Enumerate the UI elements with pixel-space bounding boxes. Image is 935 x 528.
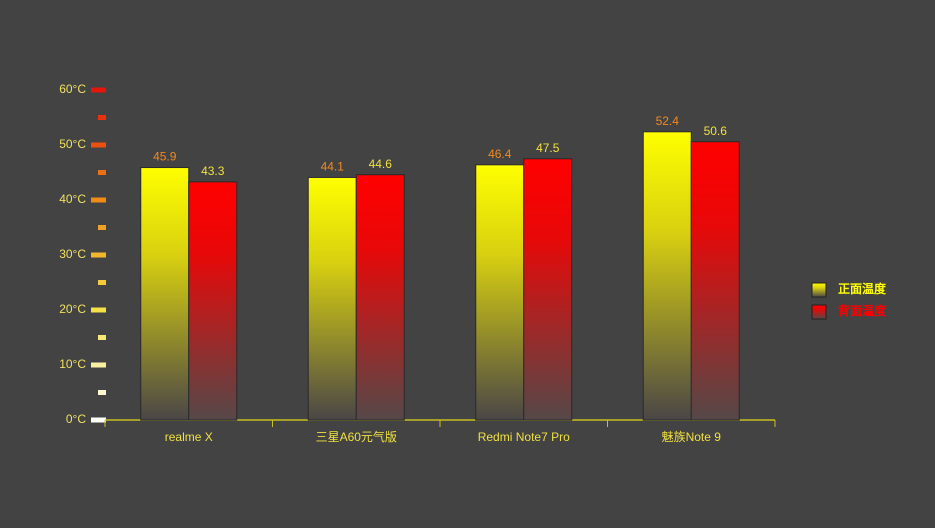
y-tick-label: 10°C <box>59 357 86 371</box>
y-tick-label: 50°C <box>59 137 86 151</box>
bar <box>523 158 573 421</box>
y-tick-label: 0°C <box>66 412 86 426</box>
bar <box>475 164 525 421</box>
bar <box>642 131 692 421</box>
y-tick-label: 60°C <box>59 82 86 96</box>
value-label: 43.3 <box>201 164 225 178</box>
y-tick-label: 30°C <box>59 247 86 261</box>
value-label: 45.9 <box>153 150 177 164</box>
bar <box>140 167 190 421</box>
bar <box>188 181 238 421</box>
value-label: 50.6 <box>704 124 728 138</box>
value-label: 44.6 <box>369 157 393 171</box>
x-tick-label: 三星A60元气版 <box>316 429 397 444</box>
value-label: 44.1 <box>321 160 345 174</box>
legend-label: 正面温度 <box>838 281 887 296</box>
x-tick-label: realme X <box>165 430 213 444</box>
legend-swatch <box>811 282 827 298</box>
bar <box>690 141 740 421</box>
legend-swatch <box>811 304 827 320</box>
y-tick-label: 40°C <box>59 192 86 206</box>
value-label: 47.5 <box>536 141 560 155</box>
bar <box>355 174 405 421</box>
y-tick-label: 20°C <box>59 302 86 316</box>
x-tick-label: 魅族Note 9 <box>662 429 722 444</box>
legend-label: 背面温度 <box>838 303 887 318</box>
value-label: 52.4 <box>656 114 680 128</box>
bar <box>307 176 357 421</box>
value-label: 46.4 <box>488 147 512 161</box>
x-tick-label: Redmi Note7 Pro <box>478 430 570 444</box>
